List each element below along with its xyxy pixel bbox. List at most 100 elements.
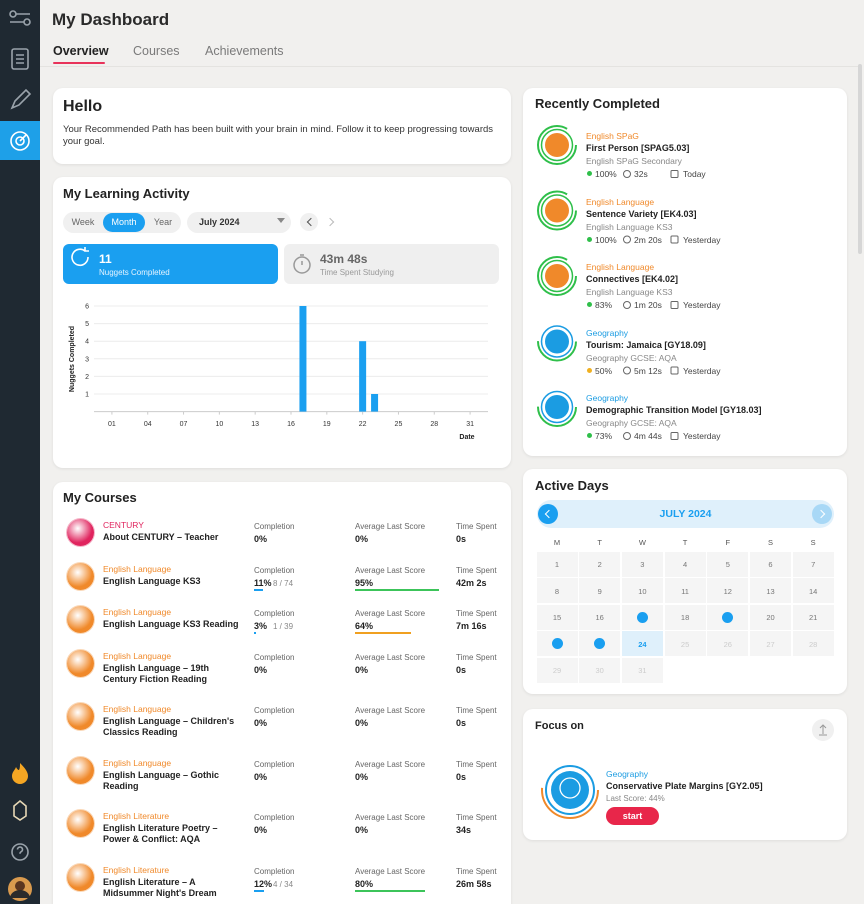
nugget-time: 2m 20s — [634, 234, 662, 245]
score-dot — [587, 433, 592, 438]
column-label: Average Last Score — [355, 706, 426, 715]
course-name[interactable]: English Literature Poetry – Power & Conf… — [103, 823, 218, 844]
day-number: 15 — [552, 613, 562, 623]
focus-share[interactable] — [812, 719, 834, 741]
column-label: Completion — [254, 653, 295, 662]
day-cell[interactable] — [579, 604, 621, 630]
course-icon[interactable] — [67, 703, 94, 730]
day-cell[interactable] — [664, 631, 706, 657]
column-label: Time Spent — [456, 813, 497, 822]
tab[interactable]: Achievements — [205, 44, 284, 58]
day-cell[interactable] — [536, 604, 578, 630]
day-cell[interactable] — [707, 578, 749, 604]
icon-pencil[interactable] — [10, 88, 32, 110]
month-prev[interactable] — [538, 504, 558, 524]
active-dot — [594, 638, 606, 650]
column-label: Completion — [254, 566, 295, 575]
day-cell[interactable] — [621, 551, 663, 577]
period-option[interactable]: Year — [153, 217, 173, 227]
day-cell[interactable] — [579, 657, 621, 683]
icon-list[interactable] — [11, 48, 29, 70]
nugget-name[interactable]: Connectives [EK4.02] — [586, 274, 679, 284]
tab[interactable]: Overview — [53, 44, 109, 58]
column-label: Time Spent — [456, 609, 497, 618]
day-cell[interactable] — [792, 551, 834, 577]
period-option[interactable]: Month — [103, 213, 145, 232]
nugget-name[interactable]: Sentence Variety [EK4.03] — [586, 208, 697, 219]
time-value: 7m 16s — [456, 621, 487, 631]
tab[interactable]: Courses — [133, 44, 180, 58]
day-cell[interactable] — [750, 604, 791, 630]
course-name[interactable]: English Language – Gothic Reading — [103, 770, 220, 791]
course-icon[interactable] — [67, 864, 94, 891]
completion-value: 0% — [254, 534, 268, 544]
active-dot — [636, 611, 648, 623]
day-cell[interactable] — [621, 657, 663, 683]
day-cell[interactable] — [750, 578, 791, 604]
day-cell[interactable] — [621, 631, 663, 657]
nugget-name[interactable]: Demographic Transition Model [GY18.03] — [586, 405, 762, 415]
column-label: Completion — [254, 522, 295, 531]
course-icon[interactable] — [67, 563, 94, 590]
avatar[interactable] — [8, 877, 32, 901]
day-cell[interactable] — [536, 657, 578, 683]
day-cell[interactable] — [536, 578, 578, 604]
day-cell[interactable] — [664, 604, 706, 630]
courses-title: My Courses — [63, 490, 137, 505]
icon-help[interactable] — [11, 843, 29, 861]
day-cell[interactable] — [750, 631, 791, 657]
course-name[interactable]: English Language KS3 — [103, 576, 201, 586]
day-number: 7 — [811, 560, 816, 569]
focus-subject: Geography — [606, 769, 649, 779]
nugget-name[interactable]: Tourism: Jamaica [GY18.09] — [586, 339, 706, 350]
icon-path[interactable] — [9, 10, 31, 26]
icon-flame[interactable] — [12, 763, 28, 784]
month-next[interactable] — [812, 504, 832, 524]
score-dot — [587, 236, 592, 242]
day-cell[interactable] — [707, 551, 749, 577]
icon-dashboard[interactable] — [10, 131, 30, 151]
course-name[interactable]: About CENTURY – Teacher — [103, 532, 219, 542]
course-icon[interactable] — [67, 519, 94, 546]
column-label: Average Last Score — [355, 522, 426, 531]
period-option[interactable]: Week — [71, 217, 95, 227]
day-cell[interactable] — [664, 551, 706, 577]
day-cell[interactable] — [579, 551, 621, 577]
day-cell[interactable] — [579, 578, 621, 604]
icon-badge[interactable] — [13, 799, 27, 821]
nugget-when: Today — [683, 169, 706, 179]
course-icon[interactable] — [67, 757, 94, 784]
day-number: 6 — [768, 560, 773, 569]
month-select[interactable] — [187, 212, 291, 233]
day-cell[interactable] — [536, 551, 578, 577]
time-value: 0s — [456, 772, 467, 782]
day-cell[interactable] — [621, 578, 663, 604]
day-cell[interactable] — [792, 578, 834, 604]
course-name[interactable]: English Language KS3 Reading — [103, 619, 239, 629]
course-name[interactable]: English Language – 19th Century Fiction … — [103, 663, 210, 684]
nugget-subject: English SPaG — [586, 131, 639, 141]
day-cell[interactable] — [792, 604, 834, 630]
nav-button[interactable] — [300, 213, 318, 231]
day-number: 20 — [766, 613, 775, 623]
day-cell[interactable] — [664, 578, 706, 604]
course-icon[interactable] — [67, 810, 94, 837]
nugget-name[interactable]: First Person [SPAG5.03] — [586, 143, 690, 153]
course-subject: English Literature — [103, 811, 170, 821]
day-cell[interactable] — [750, 551, 791, 577]
day-cell[interactable] — [707, 631, 749, 657]
hello-title: Hello — [63, 98, 103, 115]
course-icon[interactable] — [67, 606, 94, 633]
time-value: 42m 2s — [456, 578, 487, 588]
course-name[interactable]: English Literature – A Midsummer Night's… — [103, 877, 217, 898]
column-label: Time Spent — [456, 522, 497, 531]
scrollbar — [858, 64, 862, 254]
course-name[interactable]: English Language – Children's Classics R… — [103, 716, 235, 737]
nav-button[interactable] — [322, 213, 340, 231]
start-button[interactable]: start — [606, 807, 659, 825]
completion-count: 1 / 39 — [273, 622, 294, 631]
course-icon[interactable] — [67, 650, 94, 677]
course-subject: English Language — [103, 758, 172, 768]
day-cell[interactable] — [792, 631, 834, 657]
